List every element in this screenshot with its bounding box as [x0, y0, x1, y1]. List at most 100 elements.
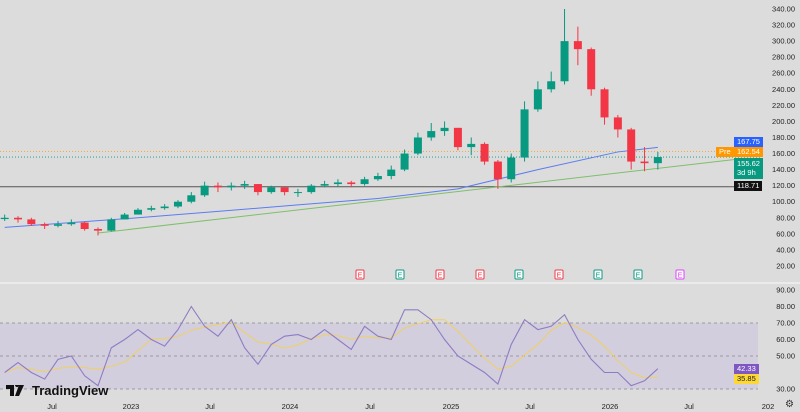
time-axis-label: Jul	[684, 402, 694, 411]
candle-body	[640, 161, 649, 164]
candle-body	[347, 182, 356, 185]
candle-body	[547, 81, 556, 90]
price-tick-label: 340.00	[772, 5, 795, 14]
earnings-marker-box	[675, 269, 685, 280]
price-tick-label: 200.00	[772, 117, 795, 126]
earnings-marker-box	[514, 269, 524, 280]
rsi-pane	[4, 305, 659, 387]
rsi-band	[0, 322, 758, 390]
earnings-marker[interactable]: E	[633, 269, 643, 280]
candle-body	[507, 157, 516, 180]
candle-body	[40, 224, 49, 226]
premarket-label-tag: Pre	[716, 147, 734, 157]
earnings-marker-label: E	[438, 273, 443, 280]
earnings-marker-box	[435, 269, 445, 280]
candle-body	[280, 187, 289, 193]
candle-body	[293, 192, 302, 194]
candle-body	[627, 129, 636, 162]
candle-body	[520, 109, 529, 158]
earnings-marker[interactable]: E	[395, 269, 405, 280]
earnings-marker[interactable]: E	[554, 269, 564, 280]
candle-body	[240, 184, 249, 186]
candle-body	[160, 206, 169, 209]
earnings-marker-label: E	[478, 273, 483, 280]
earnings-marker[interactable]: E	[675, 269, 685, 280]
earnings-marker-box	[554, 269, 564, 280]
candle-body	[467, 143, 476, 148]
earnings-marker-box	[395, 269, 405, 280]
candle-body	[80, 222, 89, 230]
candle-body	[213, 185, 222, 188]
earnings-marker-box	[593, 269, 603, 280]
price-tick-label: 220.00	[772, 101, 795, 110]
candle-body	[54, 224, 62, 226]
candle-body	[333, 182, 342, 185]
candle-body	[14, 217, 23, 220]
candle-body	[93, 229, 102, 231]
earnings-marker[interactable]: E	[593, 269, 603, 280]
rsi-ma-line	[4, 319, 658, 379]
time-axis-label: 2025	[443, 402, 460, 411]
candle-body	[320, 184, 329, 186]
earnings-marker[interactable]: E	[355, 269, 365, 280]
last-price: 155.62	[737, 159, 760, 168]
earnings-marker-label: E	[517, 273, 522, 280]
price-tick-label: 240.00	[772, 85, 795, 94]
candle-body	[493, 161, 502, 180]
candle-body	[107, 219, 116, 231]
earnings-marker-label: E	[398, 273, 403, 280]
earnings-marker-label: E	[596, 273, 601, 280]
trendline	[97, 158, 738, 234]
price-tick-label: 160.00	[772, 149, 795, 158]
time-axis-label: 2023	[123, 402, 140, 411]
support-level-tag: 118.71	[734, 181, 763, 191]
earnings-marker[interactable]: E	[435, 269, 445, 280]
candle-body	[307, 185, 316, 193]
moving-average-line	[4, 146, 658, 228]
candle-body	[560, 41, 569, 82]
candle-body	[0, 217, 9, 220]
tradingview-logo-icon	[6, 385, 24, 396]
candle-body	[600, 89, 609, 118]
candle-body	[360, 179, 369, 185]
earnings-marker-label: E	[636, 273, 641, 280]
rsi-value-tag: 42.33	[734, 364, 759, 374]
bar-countdown: 3d 9h	[737, 168, 756, 177]
rsi-tick-label: 70.00	[776, 319, 795, 328]
candle-body	[373, 176, 382, 180]
candles	[0, 9, 662, 236]
candle-body	[253, 184, 262, 193]
settings-gear-icon[interactable]: ⚙	[785, 399, 794, 410]
candle-body	[533, 89, 542, 110]
price-tick-label: 80.00	[776, 213, 795, 222]
candle-body	[67, 222, 76, 225]
rsi-tick-label: 60.00	[776, 335, 795, 344]
candle-body	[187, 195, 196, 202]
candle-body	[133, 209, 142, 215]
rsi-tick-label: 90.00	[776, 286, 795, 295]
rsi-tick-label: 80.00	[776, 302, 795, 311]
tradingview-logo[interactable]: TradingView	[6, 383, 108, 398]
candle-body	[427, 131, 436, 138]
time-axis-label: 2024	[282, 402, 299, 411]
price-tick-label: 40.00	[776, 245, 795, 254]
time-axis-label: 202	[762, 402, 775, 411]
price-tick-label: 320.00	[772, 21, 795, 30]
price-tick-label: 280.00	[772, 53, 795, 62]
candle-body	[480, 143, 489, 162]
time-axis-label: Jul	[525, 402, 535, 411]
earnings-marker[interactable]: E	[514, 269, 524, 280]
candle-body	[453, 127, 462, 148]
candle-body	[440, 127, 449, 132]
ma-price-tag: 167.75	[734, 137, 763, 147]
candle-body	[27, 219, 36, 225]
earnings-marker-box	[475, 269, 485, 280]
earnings-marker[interactable]: E	[475, 269, 485, 280]
time-axis-label: 2026	[602, 402, 619, 411]
axes: 20.00 40.00 60.00 80.00 100.00 120.00 140.00 16…	[0, 5, 800, 411]
earnings-marker-label: E	[557, 273, 562, 280]
price-tick-label: 20.00	[776, 261, 795, 270]
candle-body	[227, 185, 236, 188]
